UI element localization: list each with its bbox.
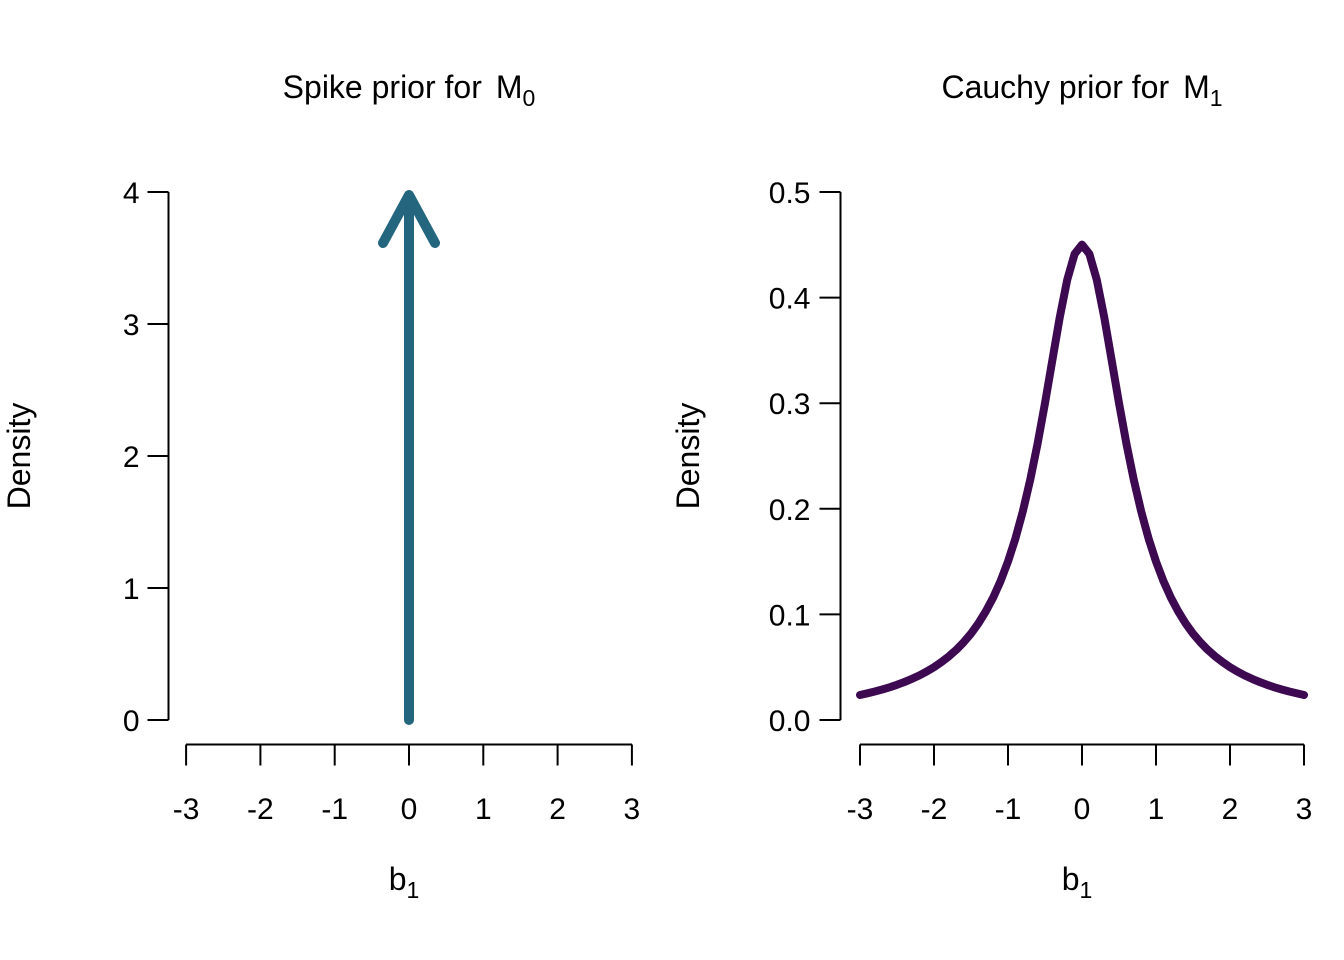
y-tick-label: 1 <box>123 573 140 606</box>
spike-arrow-head <box>378 190 440 248</box>
cauchy-title-subscript: 1 <box>1210 85 1223 111</box>
x-tick-label: 1 <box>1148 793 1165 826</box>
y-tick-label: 0.0 <box>769 705 811 738</box>
cauchy-title-text: Cauchy prior for <box>941 69 1169 105</box>
left-axes: 0 1 2 3 4 -3 -2 -1 0 1 2 3 <box>123 177 640 826</box>
x-tick-label: 1 <box>475 793 492 826</box>
cauchy-panel-title: Cauchy prior for M1 <box>941 69 1222 111</box>
x-tick-label: -2 <box>247 793 274 826</box>
x-tick-label: -3 <box>173 793 200 826</box>
x-tick-label: 2 <box>1222 793 1239 826</box>
x-tick-label: 2 <box>549 793 566 826</box>
x-tick-label: -1 <box>995 793 1022 826</box>
x-tick-label: 3 <box>624 793 641 826</box>
y-tick-label: 0 <box>123 705 140 738</box>
x-tick-label: 0 <box>401 793 418 826</box>
cauchy-panel: Cauchy prior for M1 Density b1 0.00.10.20… <box>670 69 1312 903</box>
left-series <box>378 190 440 725</box>
x-tick-label: -2 <box>921 793 948 826</box>
cauchy-xlabel-subscript: 1 <box>1080 877 1093 903</box>
x-tick-label: 3 <box>1296 793 1313 826</box>
cauchy-xlabel-text: b <box>1062 861 1080 897</box>
cauchy-curve <box>856 240 1308 699</box>
y-tick-label: 0.4 <box>769 283 811 316</box>
y-tick-label: 2 <box>123 441 140 474</box>
x-tick-label: -3 <box>847 793 874 826</box>
cauchy-y-axis-label: Density <box>670 403 706 510</box>
right-series <box>856 240 1308 699</box>
x-tick-label: -1 <box>321 793 348 826</box>
spike-panel-title: Spike prior for M0 <box>283 69 536 111</box>
y-tick-label: 4 <box>123 177 140 210</box>
spike-title-m: M <box>496 69 523 105</box>
spike-title-subscript: 0 <box>523 85 536 111</box>
spike-xlabel-subscript: 1 <box>407 877 420 903</box>
y-tick-label: 3 <box>123 309 140 342</box>
right-axes: 0.0 0.1 0.2 0.3 0.4 0.5 -3 -2 -1 0 1 2 3 <box>769 177 1313 826</box>
spike-xlabel-text: b <box>389 861 407 897</box>
spike-x-axis-label: b1 <box>389 861 420 903</box>
x-tick-label: 0 <box>1074 793 1091 826</box>
y-tick-label: 0.3 <box>769 388 811 421</box>
y-tick-label: 0.5 <box>769 177 811 210</box>
y-tick-label: 0.2 <box>769 494 811 527</box>
spike-y-axis-label: Density <box>1 403 37 510</box>
y-tick-label: 0.1 <box>769 599 811 632</box>
cauchy-x-axis-label: b1 <box>1062 861 1093 903</box>
cauchy-title-m: M <box>1183 69 1210 105</box>
spike-title-text: Spike prior for <box>283 69 483 105</box>
